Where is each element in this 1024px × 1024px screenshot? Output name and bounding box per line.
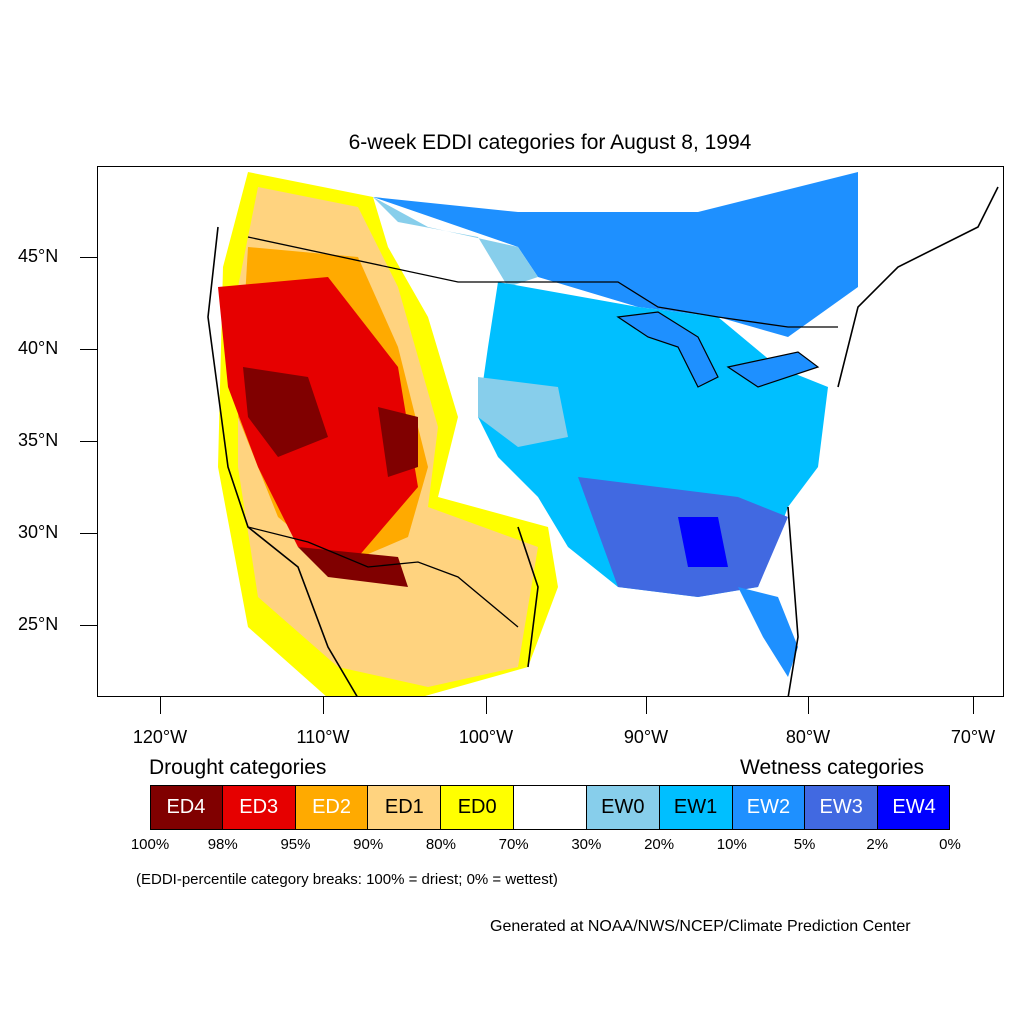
legend-box-ed4: ED4 bbox=[150, 785, 223, 830]
legend-box-ed0: ED0 bbox=[441, 785, 515, 830]
lon-tick-90 bbox=[646, 697, 647, 714]
lon-tick-120 bbox=[160, 697, 161, 714]
wet-region-light-midwest bbox=[478, 377, 568, 447]
legend-break-label: 0% bbox=[939, 836, 961, 853]
lon-label-90: 90°W bbox=[623, 727, 669, 747]
legend-box-ed1: ED1 bbox=[368, 785, 442, 830]
drought-region-mexico-ed4 bbox=[298, 547, 408, 587]
lat-tick-25 bbox=[80, 625, 97, 626]
lat-tick-40 bbox=[80, 349, 97, 350]
wet-region-northedge bbox=[373, 197, 538, 287]
credit-text: Generated at NOAA/NWS/NCEP/Climate Predi… bbox=[490, 918, 911, 935]
legend-break-label: 5% bbox=[793, 836, 816, 853]
lat-tick-35 bbox=[80, 441, 97, 442]
legend-box-ew1: EW1 bbox=[659, 785, 733, 830]
lon-label-80: 80°W bbox=[785, 727, 831, 747]
drought-region-colorado-ed4 bbox=[378, 407, 418, 477]
legend-break-label: 98% bbox=[207, 836, 238, 853]
legend-note: (EDDI-percentile category breaks: 100% =… bbox=[136, 871, 558, 888]
lat-tick-45 bbox=[80, 257, 97, 258]
wet-region-canada bbox=[373, 172, 858, 337]
lat-label-30: 30°N bbox=[18, 522, 59, 542]
legend-box-ed2: ED2 bbox=[295, 785, 369, 830]
wet-region-florida bbox=[738, 587, 798, 677]
legend-break-label: 2% bbox=[866, 836, 889, 853]
legend-drought-heading: Drought categories bbox=[149, 756, 327, 779]
legend-break-label: 70% bbox=[498, 836, 529, 853]
legend-box-ew4: EW4 bbox=[878, 785, 950, 830]
lon-label-70: 70°W bbox=[950, 727, 996, 747]
lon-label-120: 120°W bbox=[132, 727, 188, 747]
lon-label-110: 110°W bbox=[296, 727, 350, 747]
lat-label-45: 45°N bbox=[18, 246, 59, 266]
lon-tick-110 bbox=[323, 697, 324, 714]
map-panel bbox=[97, 166, 1004, 697]
legend-break-label: 100% bbox=[130, 836, 170, 853]
us-canada-border bbox=[247, 236, 838, 328]
lat-label-40: 40°N bbox=[18, 338, 59, 358]
great-lakes bbox=[616, 311, 820, 388]
drought-region-nevada-ed4 bbox=[243, 367, 328, 457]
legend-box-ed3: ED3 bbox=[222, 785, 296, 830]
legend-break-label: 30% bbox=[571, 836, 602, 853]
lat-tick-30 bbox=[80, 533, 97, 534]
legend-break-label: 90% bbox=[353, 836, 384, 853]
lat-label-35: 35°N bbox=[18, 430, 59, 450]
legend-colorbar: ED4 ED3 ED2 ED1 ED0 EW0 EW1 EW2 EW3 EW4 bbox=[150, 785, 950, 830]
us-mexico-border bbox=[247, 526, 519, 628]
wet-region-alabama bbox=[678, 517, 728, 567]
legend-box-ew0: EW0 bbox=[586, 785, 660, 830]
lon-tick-100 bbox=[486, 697, 487, 714]
lon-tick-80 bbox=[808, 697, 809, 714]
lon-tick-70 bbox=[973, 697, 974, 714]
lon-label-100: 100°W bbox=[458, 727, 514, 747]
map-title: 6-week EDDI categories for August 8, 199… bbox=[348, 131, 752, 154]
legend-box-ew2: EW2 bbox=[732, 785, 806, 830]
lat-label-25: 25°N bbox=[18, 614, 59, 634]
legend-break-label: 80% bbox=[425, 836, 456, 853]
eddi-map bbox=[207, 172, 999, 696]
legend-break-label: 10% bbox=[716, 836, 747, 853]
legend-break-label: 20% bbox=[644, 836, 675, 853]
legend-break-label: 95% bbox=[280, 836, 311, 853]
legend-box-ew3: EW3 bbox=[805, 785, 879, 830]
legend-box-neutral bbox=[514, 785, 587, 830]
legend-wetness-heading: Wetness categories bbox=[740, 756, 925, 779]
